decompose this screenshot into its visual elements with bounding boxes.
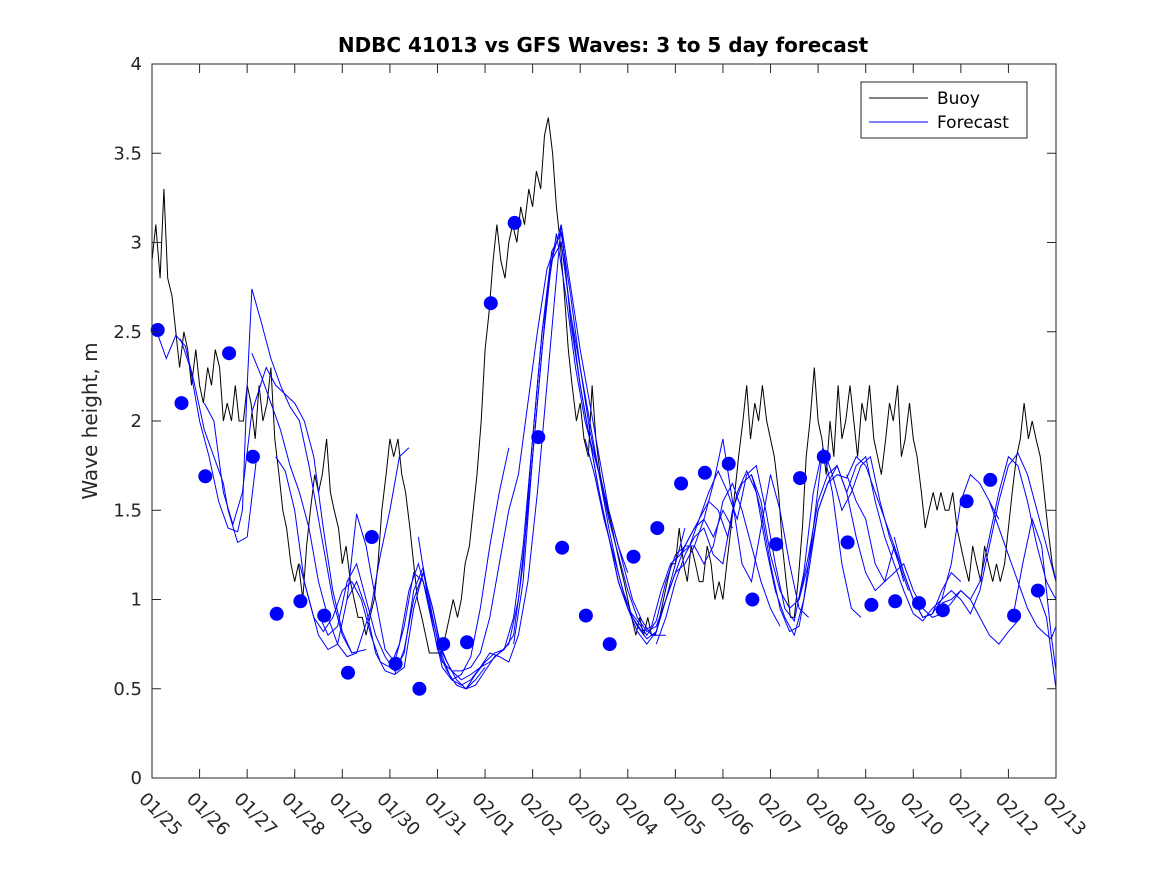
forecast-line-1 (156, 331, 258, 544)
x-tick-label: 01/31 (420, 789, 472, 841)
x-tick-label: 02/01 (468, 789, 520, 841)
y-tick-label: 2 (131, 411, 142, 432)
x-tick-label: 01/26 (182, 789, 234, 841)
x-tick-label: 02/10 (896, 789, 948, 841)
forecast-point-33 (912, 596, 926, 611)
y-tick-label: 0.5 (113, 679, 142, 700)
x-tick-label: 02/07 (753, 789, 805, 841)
y-tick-label: 1.5 (113, 500, 142, 521)
forecast-point-37 (1007, 608, 1022, 623)
forecast-point-11 (388, 656, 403, 671)
chart-title: NDBC 41013 vs GFS Waves: 3 to 5 day fore… (338, 33, 869, 57)
forecast-point-30 (840, 535, 855, 550)
y-tick-label: 4 (131, 54, 142, 75)
forecast-point-38 (1030, 583, 1045, 598)
forecast-point-24 (697, 465, 712, 480)
forecast-point-8 (317, 608, 332, 623)
forecast-line-9 (394, 233, 666, 681)
y-tick-label: 3.5 (113, 143, 142, 164)
forecast-point-10 (364, 530, 379, 544)
axes: 00.511.522.533.5401/2501/2601/2701/2801/… (113, 54, 1090, 840)
plot-area (150, 117, 1057, 696)
x-tick-label: 02/11 (943, 789, 995, 841)
forecast-point-12 (412, 681, 427, 696)
x-tick-label: 02/06 (705, 789, 757, 841)
x-tick-label: 02/13 (1038, 789, 1090, 841)
legend-buoy-label: Buoy (937, 89, 980, 109)
forecast-point-35 (959, 494, 974, 509)
forecast-line-2 (180, 288, 353, 654)
x-tick-label: 02/08 (801, 789, 853, 841)
y-axis-label: Wave height, m (78, 342, 102, 499)
x-tick-label: 01/29 (325, 789, 377, 841)
forecast-point-14 (460, 635, 474, 650)
forecast-point-1 (150, 323, 165, 337)
forecast-line-6 (299, 447, 510, 681)
forecast-line-5 (275, 456, 486, 690)
x-tick-label: 02/09 (848, 789, 900, 841)
forecast-line-23 (1012, 517, 1057, 671)
buoy-line (151, 117, 1057, 654)
axes-box (151, 63, 1057, 779)
forecast-point-28 (793, 471, 807, 486)
forecast-point-15 (483, 296, 498, 311)
x-tick-label: 01/25 (134, 789, 186, 841)
forecast-point-25 (721, 456, 736, 471)
forecast-point-32 (888, 594, 903, 609)
forecast-line-22 (988, 501, 1057, 640)
forecast-line-16 (679, 445, 909, 623)
forecast-point-34 (935, 603, 950, 618)
forecast-line-21 (941, 455, 1057, 604)
forecast-point-20 (602, 637, 617, 652)
forecast-line-24 (1036, 590, 1057, 689)
forecast-line-7 (318, 242, 557, 672)
forecast-point-9 (341, 665, 355, 680)
forecast-line-19 (846, 474, 1019, 645)
forecast-line-15 (655, 464, 905, 645)
forecast-point-22 (650, 521, 665, 536)
forecast-point-19 (578, 608, 593, 623)
forecast-point-18 (555, 540, 570, 555)
forecast-point-16 (507, 215, 522, 230)
x-tick-label: 01/30 (372, 789, 424, 841)
x-tick-label: 01/27 (230, 789, 282, 841)
forecast-point-17 (531, 430, 546, 445)
forecast-point-29 (816, 449, 831, 464)
y-tick-label: 3 (131, 233, 142, 254)
forecast-line-10 (417, 240, 686, 690)
forecast-point-27 (769, 537, 784, 552)
forecast-point-7 (293, 594, 308, 609)
forecast-line-18 (798, 455, 1000, 622)
forecast-point-3 (198, 469, 213, 484)
forecast-point-5 (245, 449, 260, 464)
forecast-line-12 (513, 224, 781, 645)
legend-box (860, 81, 1028, 139)
y-tick-label: 2.5 (113, 322, 142, 343)
forecast-line-20 (893, 452, 1057, 619)
forecast-point-4 (222, 346, 237, 361)
forecast-point-21 (626, 549, 641, 564)
forecast-point-26 (745, 592, 760, 607)
forecast-point-13 (436, 637, 451, 652)
x-tick-label: 02/12 (991, 789, 1043, 841)
y-tick-label: 0 (131, 768, 142, 789)
legend: Buoy Forecast (860, 81, 1028, 139)
x-tick-label: 02/03 (563, 789, 615, 841)
forecast-point-31 (864, 597, 879, 612)
legend-forecast-label: Forecast (937, 113, 1009, 133)
x-tick-label: 02/05 (658, 789, 710, 841)
forecast-point-2 (174, 396, 189, 411)
x-tick-label: 02/02 (515, 789, 567, 841)
y-tick-label: 1 (131, 590, 142, 611)
x-tick-label: 02/04 (610, 789, 662, 841)
forecast-line-14 (584, 438, 862, 637)
x-tick-label: 01/28 (277, 789, 329, 841)
forecast-line-13 (560, 242, 809, 645)
forecast-point-23 (674, 476, 689, 491)
forecast-point-6 (269, 606, 284, 621)
forecast-line-3 (203, 366, 367, 654)
forecast-point-36 (983, 472, 998, 487)
